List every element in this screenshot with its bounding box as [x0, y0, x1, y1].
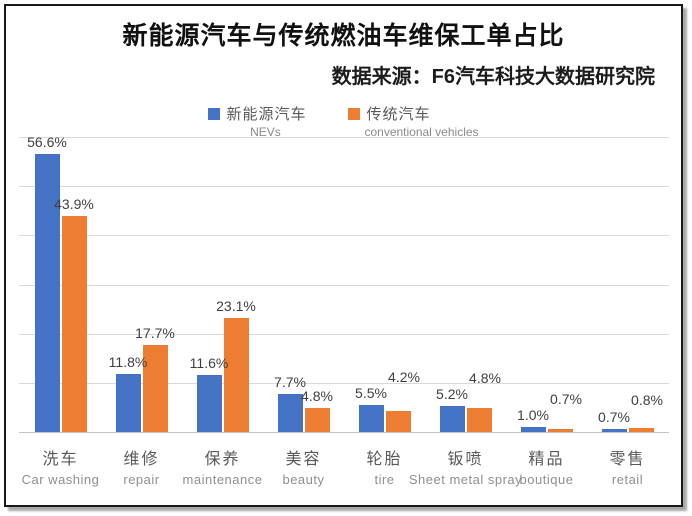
category-label-en: Sheet metal spray	[408, 472, 523, 487]
grid-line	[19, 382, 669, 384]
nevs-bar-label: 56.6%	[27, 133, 67, 150]
category-label: 洗车 Car washing	[22, 445, 100, 487]
chart-title: 新能源汽车与传统燃油车维保工单占比	[122, 22, 565, 50]
grid-line	[19, 333, 669, 335]
legend-item-conventional: 传统汽车 conventional vehicles	[348, 103, 479, 139]
category-label-en: Car washing	[21, 472, 100, 487]
category-label: 精品 boutique	[520, 445, 574, 487]
category-label-zh: 钣喷	[447, 451, 484, 468]
nevs-bar-label: 0.7%	[598, 408, 630, 425]
conventional-bar	[547, 428, 573, 432]
bar-chart: 56.6% 43.9% 11.8% 17.7% 11.6% 23.1% 7.7% 4.8% 5.…	[19, 134, 669, 498]
category-label-zh: 精品	[528, 451, 565, 468]
conventional-bar-label: 4.8%	[301, 388, 333, 405]
nevs-bar-label: 1.0%	[517, 407, 549, 424]
legend-item-nevs: 新能源汽车 NEVs	[208, 103, 306, 139]
nevs-bar	[277, 394, 303, 432]
nevs-bar	[358, 404, 384, 432]
x-axis-line	[19, 432, 669, 433]
plot-area: 56.6% 43.9% 11.8% 17.7% 11.6% 23.1% 7.7% 4.8% 5.…	[19, 134, 669, 433]
category-label: 钣喷 Sheet metal spray	[409, 445, 522, 487]
conventional-bar-label: 23.1%	[216, 298, 256, 315]
nevs-bar	[520, 427, 546, 432]
category-label-zh: 零售	[609, 451, 646, 468]
category-label-zh: 维修	[123, 451, 160, 468]
category-label-en: maintenance	[182, 472, 263, 487]
legend-sublabel-nevs: NEVs	[250, 125, 281, 139]
nevs-bar	[601, 428, 627, 432]
category-label-en: tire	[374, 472, 395, 487]
category-label-zh: 美容	[285, 451, 322, 468]
category-label-zh: 保养	[204, 451, 241, 468]
nevs-bar-label: 7.7%	[274, 374, 306, 391]
conventional-bar	[304, 408, 330, 432]
category-label: 保养 maintenance	[183, 445, 263, 487]
category-label: 零售 retail	[609, 445, 645, 487]
nevs-bar-label: 5.5%	[355, 384, 387, 401]
conventional-swatch-icon	[348, 107, 361, 120]
legend-item-conventional-row: 传统汽车	[348, 103, 478, 124]
category-label: 美容 beauty	[282, 445, 324, 487]
data-source-note: 数据来源：F6汽车科技大数据研究院	[331, 66, 655, 88]
nevs-swatch-icon	[208, 107, 221, 120]
conventional-bar-label: 4.8%	[469, 370, 501, 387]
nevs-bar	[196, 374, 222, 432]
conventional-bar	[61, 216, 87, 432]
category-label-en: beauty	[282, 472, 325, 487]
category-label-en: repair	[123, 472, 160, 487]
conventional-bar-label: 0.8%	[631, 392, 663, 409]
conventional-bar	[466, 408, 492, 432]
category-label: 维修 repair	[123, 445, 159, 487]
conventional-bar	[628, 428, 654, 432]
conventional-bar-label: 4.2%	[388, 368, 420, 385]
grid-line	[19, 137, 669, 138]
conventional-bar-label: 17.7%	[135, 324, 175, 341]
conventional-bar-label: 43.9%	[54, 196, 94, 213]
legend-label-conventional: 传统汽车	[366, 106, 431, 123]
chart-card: 新能源汽车与传统燃油车维保工单占比 数据来源：F6汽车科技大数据研究院 新能源汽…	[4, 4, 683, 507]
legend-sublabel-conventional: conventional vehicles	[364, 125, 479, 139]
conventional-bar	[142, 344, 168, 432]
legend: 新能源汽车 NEVs 传统汽车 conventional vehicles	[6, 103, 681, 139]
grid-line	[19, 235, 669, 237]
conventional-bar-label: 0.7%	[550, 391, 582, 408]
legend-item-nevs-row: 新能源汽车	[208, 103, 306, 124]
grid-line	[19, 186, 669, 188]
category-label-en: retail	[611, 472, 644, 487]
nevs-bar-label: 11.6%	[189, 354, 229, 371]
category-label-zh: 轮胎	[366, 451, 403, 468]
nevs-bar	[34, 153, 60, 432]
conventional-bar	[385, 411, 411, 432]
nevs-bar	[439, 406, 465, 432]
nevs-bar-label: 11.8%	[108, 353, 148, 370]
grid-line	[19, 284, 669, 286]
nevs-bar-label: 5.2%	[436, 386, 468, 403]
category-label-en: boutique	[519, 472, 574, 487]
category-label: 轮胎 tire	[366, 445, 402, 487]
nevs-bar	[115, 373, 141, 432]
category-label-zh: 洗车	[42, 451, 79, 468]
conventional-bar	[223, 318, 249, 432]
legend-label-nevs: 新能源汽车	[226, 106, 307, 123]
